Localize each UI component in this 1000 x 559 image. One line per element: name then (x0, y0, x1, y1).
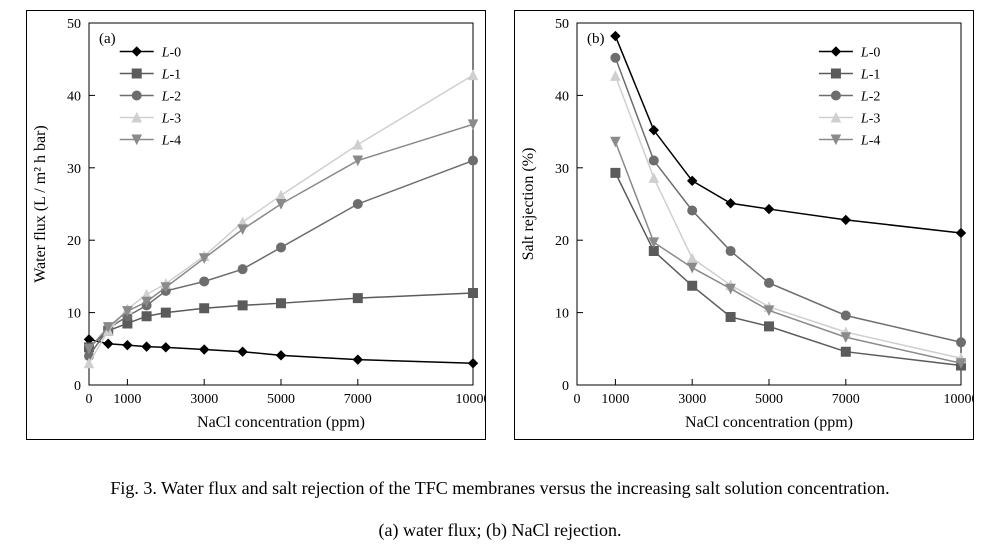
x-tick-label: 10000 (944, 392, 974, 407)
legend-item-L-3: L-3 (860, 111, 880, 126)
x-tick-label: 10000 (456, 392, 486, 407)
series-L-0 (615, 36, 961, 233)
y-tick-label: 30 (555, 162, 569, 177)
x-tick-label: 3000 (190, 392, 218, 407)
y-tick-label: 50 (555, 17, 569, 32)
legend-item-L-1: L-1 (161, 67, 181, 82)
x-tick-label: 5000 (267, 392, 295, 407)
y-tick-label: 20 (555, 234, 569, 249)
legend-item-L-3: L-3 (161, 111, 181, 126)
y-tick-label: 10 (555, 307, 569, 322)
y-tick-label: 40 (67, 89, 81, 104)
y-tick-label: 30 (67, 162, 81, 177)
chart-svg: 0 1000 3000 5000 7000 10000 0 10 20 30 40 50 NaCl co… (515, 11, 973, 439)
legend-item-L-2: L-2 (161, 89, 181, 104)
x-tick-label: 0 (86, 392, 93, 407)
series-L-1 (615, 173, 961, 366)
y-axis-title: Salt rejection (%) (520, 148, 537, 261)
series-L-3 (615, 76, 961, 358)
series-L-2 (615, 58, 961, 343)
panel-letter: (a) (99, 31, 116, 47)
x-tick-label: 7000 (832, 392, 860, 407)
panel-letter: (b) (587, 31, 605, 47)
legend-item-L-0: L-0 (860, 45, 880, 60)
legend-item-L-2: L-2 (860, 89, 880, 104)
y-tick-label: 0 (74, 379, 81, 394)
x-tick-label: 5000 (755, 392, 783, 407)
x-tick-label: 1000 (113, 392, 141, 407)
y-tick-label: 50 (67, 17, 81, 32)
legend-item-L-4: L-4 (860, 133, 880, 148)
y-tick-label: 10 (67, 307, 81, 322)
y-tick-label: 0 (562, 379, 569, 394)
x-tick-label: 1000 (601, 392, 629, 407)
y-tick-label: 20 (67, 234, 81, 249)
legend-item-L-0: L-0 (161, 45, 181, 60)
y-tick-label: 40 (555, 89, 569, 104)
x-tick-label: 0 (574, 392, 581, 407)
x-tick-label: 7000 (344, 392, 372, 407)
chart-svg: 0 1000 3000 5000 7000 10000 0 10 20 30 40 50 NaCl co… (27, 11, 485, 439)
x-axis-title: NaCl concentration (ppm) (685, 414, 853, 431)
figure-caption-line1: Fig. 3. Water flux and salt rejection of… (0, 478, 1000, 499)
y-axis-title: Water flux (L / m² h bar) (32, 125, 49, 283)
legend-item-L-4: L-4 (161, 133, 181, 148)
figure-caption-line2: (a) water flux; (b) NaCl rejection. (0, 520, 1000, 541)
panel-a: 0 1000 3000 5000 7000 10000 0 10 20 30 40 50 NaCl co… (26, 10, 486, 440)
legend-item-L-1: L-1 (860, 67, 880, 82)
x-tick-label: 3000 (678, 392, 706, 407)
x-axis-title: NaCl concentration (ppm) (197, 414, 365, 431)
panel-b: 0 1000 3000 5000 7000 10000 0 10 20 30 40 50 NaCl co… (514, 10, 974, 440)
